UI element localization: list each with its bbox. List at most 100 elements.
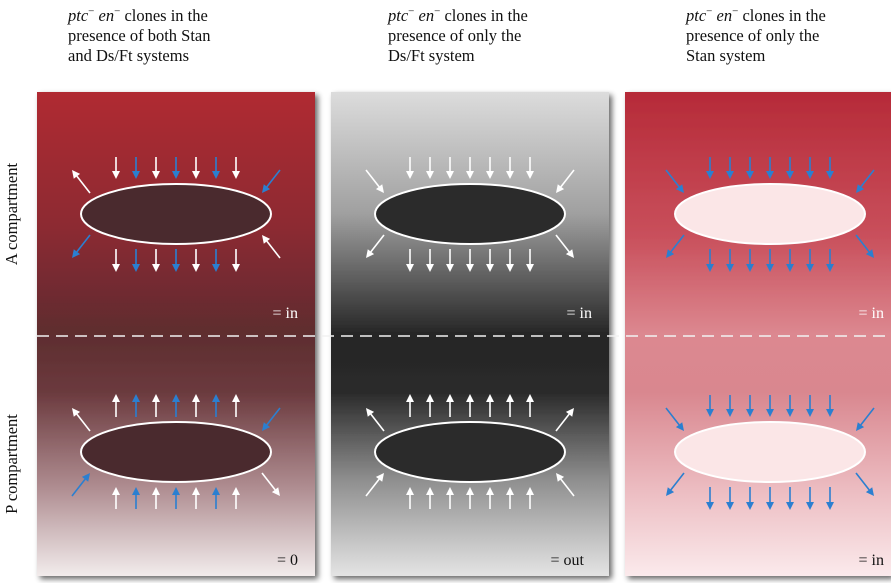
polarity-arrows xyxy=(71,157,875,510)
col1-p-arrow-bot-2 xyxy=(152,487,160,509)
col1-a-arrow-top-5 xyxy=(212,157,220,179)
col3-p-arrow-side-lt xyxy=(665,407,684,431)
col3-a-arrow-bot-2 xyxy=(746,249,754,272)
col2-a-arrow-top-5 xyxy=(506,157,514,179)
col1-p-arrow-bot-1 xyxy=(132,487,140,509)
panel-stan-only xyxy=(625,92,891,576)
col2-p-arrow-side-lb xyxy=(365,473,384,497)
heading-col1: ptc− en− clones in the presence of both … xyxy=(68,5,211,65)
col1-p-arrow-top-1 xyxy=(132,394,140,417)
col3-p-arrow-side-rb xyxy=(855,472,874,496)
heading-col2: ptc− en− clones in the presence of only … xyxy=(388,5,528,65)
col3-p-arrow-bot-1 xyxy=(726,487,734,510)
col1-a-arrow-bot-3 xyxy=(172,249,180,272)
col1-a-arrow-bot-5 xyxy=(212,249,220,272)
col3-a-arrow-bot-6 xyxy=(826,249,834,272)
col2-a-arrow-bot-1 xyxy=(426,249,434,272)
col3-a-arrow-side-lt xyxy=(665,169,684,193)
col3-p-arrow-bot-5 xyxy=(806,487,814,510)
col2-p-arrow-top-2 xyxy=(446,394,454,417)
col1-p-arrow-top-3 xyxy=(172,394,180,417)
col3-p-arrow-top-3 xyxy=(766,395,774,417)
col1-p-arrow-side-rt xyxy=(262,407,281,431)
col1-p-clone xyxy=(80,421,272,483)
col2-a-arrow-top-3 xyxy=(466,157,474,179)
col1-a-arrow-top-3 xyxy=(172,157,180,179)
col3-a-arrow-top-1 xyxy=(726,157,734,179)
col3-a-arrow-bot-3 xyxy=(766,249,774,272)
col2-p-arrow-top-1 xyxy=(426,394,434,417)
heading-col3: ptc− en− clones in the presence of only … xyxy=(686,5,826,65)
col3-p-arrow-bot-0 xyxy=(706,487,714,510)
col2-p-arrow-bot-1 xyxy=(426,487,434,509)
col3-p-arrow-bot-6 xyxy=(826,487,834,510)
col3-p-arrow-side-lb xyxy=(666,472,685,496)
col3-a-arrow-bot-4 xyxy=(786,249,794,272)
col3-a-arrow-top-5 xyxy=(806,157,814,179)
col1-p-arrow-bot-4 xyxy=(192,487,200,509)
col1-a-arrow-top-2 xyxy=(152,157,160,179)
col2-p-clone xyxy=(374,421,566,483)
col3-p-arrow-top-4 xyxy=(786,395,794,417)
label-col3-bottom: = in xyxy=(859,552,884,569)
col2-p-arrow-side-rt xyxy=(555,408,574,432)
col2-a-arrow-top-0 xyxy=(406,157,414,179)
col1-p-arrow-top-5 xyxy=(212,394,220,417)
col1-a-arrow-top-6 xyxy=(232,157,240,179)
col3-a-arrow-side-rt xyxy=(856,169,875,193)
col2-a-arrow-side-lt xyxy=(365,169,384,193)
col3-a-arrow-top-0 xyxy=(706,157,714,179)
col2-a-arrow-top-2 xyxy=(446,157,454,179)
col3-p-arrow-top-2 xyxy=(746,395,754,417)
col3-p-arrow-bot-4 xyxy=(786,487,794,510)
col1-a-arrow-side-lt xyxy=(72,170,91,194)
col2-p-arrow-side-rb xyxy=(556,473,575,497)
col3-p-arrow-top-5 xyxy=(806,395,814,417)
col2-a-arrow-bot-0 xyxy=(406,249,414,272)
col1-p-arrow-side-lt xyxy=(72,408,91,432)
col2-p-arrow-top-3 xyxy=(466,394,474,417)
col1-a-arrow-side-rt xyxy=(262,169,281,193)
col3-p-arrow-top-0 xyxy=(706,395,714,417)
col1-p-arrow-top-2 xyxy=(152,394,160,417)
col1-a-arrow-side-lb xyxy=(72,234,91,258)
col2-a-arrow-side-lb xyxy=(366,234,385,258)
col1-p-arrow-top-4 xyxy=(192,394,200,417)
col3-a-arrow-top-4 xyxy=(786,157,794,179)
col1-a-arrow-bot-2 xyxy=(152,249,160,272)
col2-p-arrow-bot-0 xyxy=(406,487,414,509)
col3-p-arrow-side-rt xyxy=(856,407,875,431)
col2-a-arrow-top-1 xyxy=(426,157,434,179)
col3-p-arrow-top-1 xyxy=(726,395,734,417)
col2-p-arrow-top-6 xyxy=(526,394,534,417)
col2-a-arrow-bot-5 xyxy=(506,249,514,272)
col3-a-arrow-bot-0 xyxy=(706,249,714,272)
col1-p-arrow-bot-5 xyxy=(212,487,220,509)
col2-a-arrow-bot-2 xyxy=(446,249,454,272)
col3-p-clone xyxy=(674,421,866,483)
col1-p-arrow-bot-3 xyxy=(172,487,180,509)
col1-p-arrow-bot-6 xyxy=(232,487,240,509)
col2-p-arrow-top-5 xyxy=(506,394,514,417)
col1-p-arrow-side-rb xyxy=(261,472,280,496)
col2-p-arrow-side-lt xyxy=(366,408,385,432)
col1-a-clone xyxy=(80,183,272,245)
col2-p-arrow-bot-3 xyxy=(466,487,474,509)
col3-a-arrow-bot-1 xyxy=(726,249,734,272)
col2-p-arrow-top-4 xyxy=(486,394,494,417)
clones xyxy=(80,183,866,483)
col1-a-arrow-bot-6 xyxy=(232,249,240,272)
col3-p-arrow-top-6 xyxy=(826,395,834,417)
col3-a-arrow-top-3 xyxy=(766,157,774,179)
col2-a-arrow-bot-3 xyxy=(466,249,474,272)
col1-a-arrow-bot-1 xyxy=(132,249,140,272)
col2-p-arrow-top-0 xyxy=(406,394,414,417)
col1-p-arrow-bot-0 xyxy=(112,487,120,509)
col3-a-clone xyxy=(674,183,866,245)
label-col1-top: = in xyxy=(273,305,298,322)
col3-a-arrow-bot-5 xyxy=(806,249,814,272)
col2-p-arrow-bot-2 xyxy=(446,487,454,509)
label-col1-bottom: = 0 xyxy=(277,552,298,569)
col1-a-arrow-top-0 xyxy=(112,157,120,179)
col2-a-arrow-side-rt xyxy=(556,169,575,193)
